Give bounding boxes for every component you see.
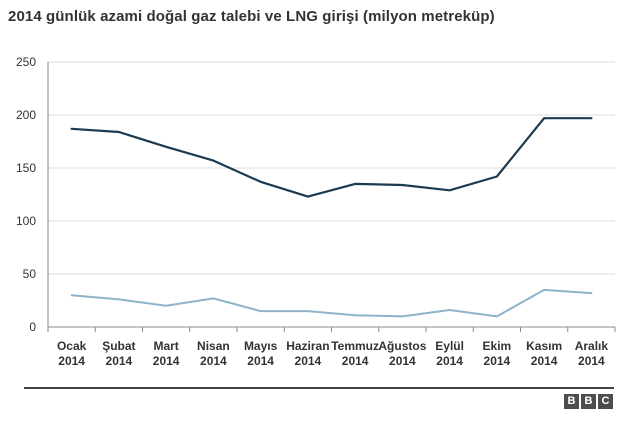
y-tick-label: 200 — [16, 108, 36, 122]
bbc-logo-letter-b1: B — [564, 394, 579, 409]
bbc-logo-letter-b2: B — [581, 394, 596, 409]
y-tick-label: 250 — [16, 55, 36, 69]
y-tick-label: 150 — [16, 161, 36, 175]
x-tick-label: Mayıs 2014 — [244, 339, 278, 368]
bbc-logo-letter-c: C — [598, 394, 613, 409]
x-tick-label: Ağustos 2014 — [378, 339, 426, 368]
gridlines — [48, 61, 615, 275]
y-tick-label: 0 — [29, 320, 36, 334]
x-tick-label: Kasım 2014 — [526, 339, 562, 368]
series-line-1 — [70, 117, 593, 198]
footer-divider — [24, 387, 614, 389]
x-tick-label: Eylül 2014 — [435, 339, 464, 368]
x-axis: Ocak 2014 Şubat 2014 Mart 2014 Nisan 2014 Mayıs 2… — [47, 326, 616, 368]
x-tick-label: Şubat 2014 — [102, 339, 135, 368]
y-axis: 0 50 100 150 200 250 — [16, 55, 49, 334]
x-tick-label: Temmuz 2014 — [331, 339, 379, 368]
series-lines — [70, 117, 593, 318]
series-line-2 — [70, 288, 593, 318]
x-tick-label: Mart 2014 — [153, 339, 180, 368]
x-tick-label: Nisan 2014 — [197, 339, 230, 368]
line-chart: 0 50 100 150 200 250 Ocak 2014 Şubat 2014 Mart 201… — [16, 55, 616, 368]
x-tick-label: Ocak 2014 — [57, 339, 87, 368]
bbc-logo: B B C — [564, 394, 613, 409]
y-tick-label: 100 — [16, 214, 36, 228]
x-tick-label: Ekim 2014 — [483, 339, 512, 368]
chart-title: 2014 günlük azami doğal gaz talebi ve LN… — [8, 8, 495, 25]
x-tick-label: Aralık 2014 — [575, 339, 609, 368]
x-tick-label: Haziran 2014 — [286, 339, 329, 368]
y-tick-label: 50 — [23, 267, 37, 281]
